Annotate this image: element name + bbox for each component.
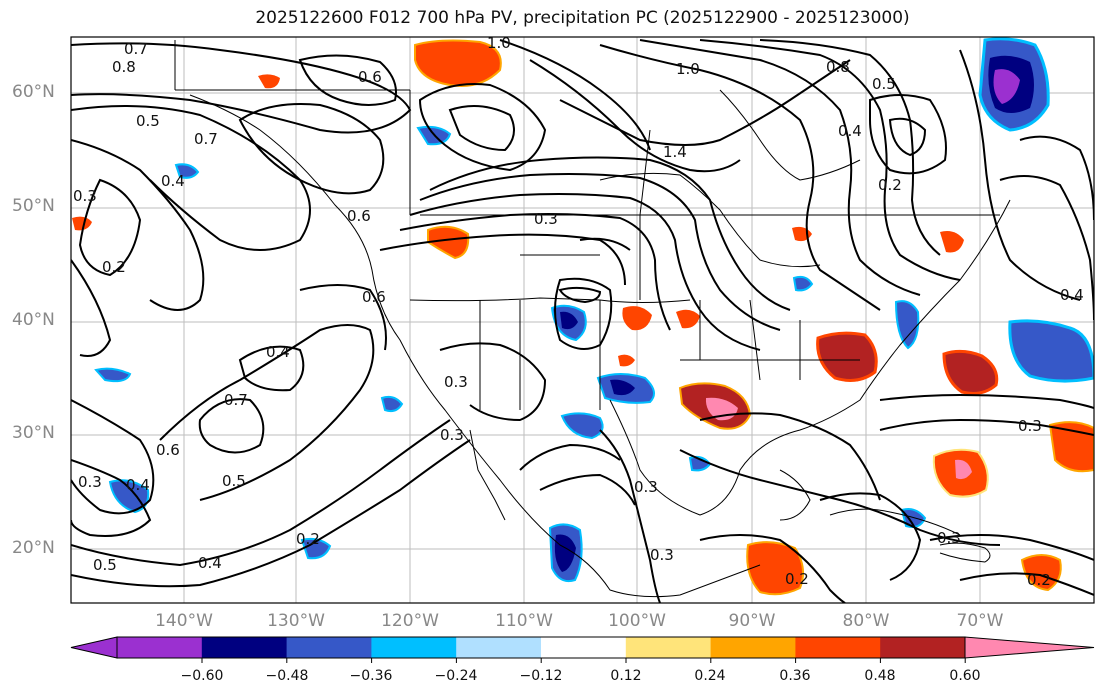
contour-label: 0.6 <box>358 68 382 86</box>
lon-label-90w: 90°W <box>728 611 776 631</box>
lat-label-30n: 30°N <box>12 423 55 443</box>
contour-label: 0.3 <box>634 478 658 496</box>
contour-label: 0.3 <box>650 546 674 564</box>
colorbar-segment <box>795 637 881 658</box>
colorbar-segment <box>201 637 288 658</box>
contour-label: 0.3 <box>78 473 102 491</box>
contour-label: 0.5 <box>136 112 160 130</box>
contour-label: 0.7 <box>224 391 248 409</box>
lat-label-50n: 50°N <box>12 196 55 216</box>
colorbar-tick-label: −0.48 <box>265 668 309 684</box>
contour-label: 0.6 <box>362 288 386 306</box>
contour-label: 0.7 <box>194 130 218 148</box>
colorbar-segment <box>541 637 627 658</box>
contour-label: 0.2 <box>102 258 126 276</box>
contour-label: 0.4 <box>161 172 185 190</box>
contour-label: 0.3 <box>73 187 97 205</box>
map-title: 2025122600 F012 700 hPa PV, precipitatio… <box>255 8 910 28</box>
colorbar-segment <box>371 637 457 658</box>
contour-label: 0.8 <box>112 58 136 76</box>
colorbar-segment <box>117 637 203 658</box>
precip-negative-anomalies <box>94 37 1094 583</box>
pv-contours <box>71 39 1094 603</box>
lon-label-80w: 80°W <box>842 611 890 631</box>
colorbar-tick-label: 0.48 <box>864 668 896 684</box>
contour-label: 1.4 <box>663 143 687 161</box>
lon-label-120w: 120°W <box>381 611 439 631</box>
colorbar-tick-label: −0.12 <box>519 668 563 684</box>
colorbar-segment <box>710 637 796 658</box>
map-frame <box>70 36 1095 604</box>
colorbar-segment <box>625 637 712 658</box>
contour-label: 0.5 <box>872 75 896 93</box>
precip-positive-anomalies <box>72 39 1094 596</box>
contour-label: 0.2 <box>785 570 809 588</box>
colorbar-tick-label: 0.12 <box>610 668 642 684</box>
colorbar-tick-label: −0.24 <box>434 668 478 684</box>
colorbar-tick-label: 0.36 <box>779 668 811 684</box>
colorbar-tick-label: −0.60 <box>180 668 224 684</box>
contour-label: 0.3 <box>1018 417 1042 435</box>
lat-label-40n: 40°N <box>12 310 55 330</box>
contour-label: 0.5 <box>93 556 117 574</box>
colorbar-tick-label: 0.60 <box>949 668 981 684</box>
contour-label: 0.3 <box>534 210 558 228</box>
lon-label-100w: 100°W <box>608 611 666 631</box>
lon-label-70w: 70°W <box>956 611 1004 631</box>
contour-label: 0.6 <box>156 441 180 459</box>
colorbar-segment <box>880 637 966 658</box>
colorbar-arrow-max <box>964 636 1095 659</box>
lon-label-130w: 130°W <box>267 611 325 631</box>
lat-label-60n: 60°N <box>12 82 55 102</box>
contour-label: 0.4 <box>838 122 862 140</box>
contour-label: 0.7 <box>124 40 148 58</box>
lon-label-140w: 140°W <box>155 611 213 631</box>
contour-label: 0.3 <box>937 529 961 547</box>
colorbar-segment <box>286 637 372 658</box>
contour-label: 0.2 <box>878 176 902 194</box>
contour-label: 0.4 <box>198 554 222 572</box>
contour-label-group: 0.7 0.8 0.6 1.0 1.0 0.5 0.7 0.3 0.4 0.2 … <box>73 34 1084 589</box>
contour-label: 0.5 <box>222 472 246 490</box>
contour-label: 1.0 <box>487 34 511 52</box>
contour-label: 1.0 <box>676 60 700 78</box>
graticule <box>71 37 1094 603</box>
colorbar-segment <box>456 637 542 658</box>
colorbar-tick-label: 0.24 <box>694 668 726 684</box>
contour-label: 0.3 <box>444 373 468 391</box>
lon-label-110w: 110°W <box>495 611 553 631</box>
contour-label: 0.4 <box>126 476 150 494</box>
colorbar-tick-label: −0.36 <box>349 668 393 684</box>
lat-label-20n: 20°N <box>12 538 55 558</box>
contour-label: 0.4 <box>1060 286 1084 304</box>
contour-label: 0.3 <box>440 426 464 444</box>
contour-label: 0.8 <box>826 58 850 76</box>
colorbar-arrow-min <box>70 636 118 659</box>
contour-label: 0.2 <box>296 530 320 548</box>
contour-label: 0.6 <box>347 207 371 225</box>
contour-label: 0.2 <box>1027 571 1051 589</box>
contour-label: 0.4 <box>266 343 290 361</box>
